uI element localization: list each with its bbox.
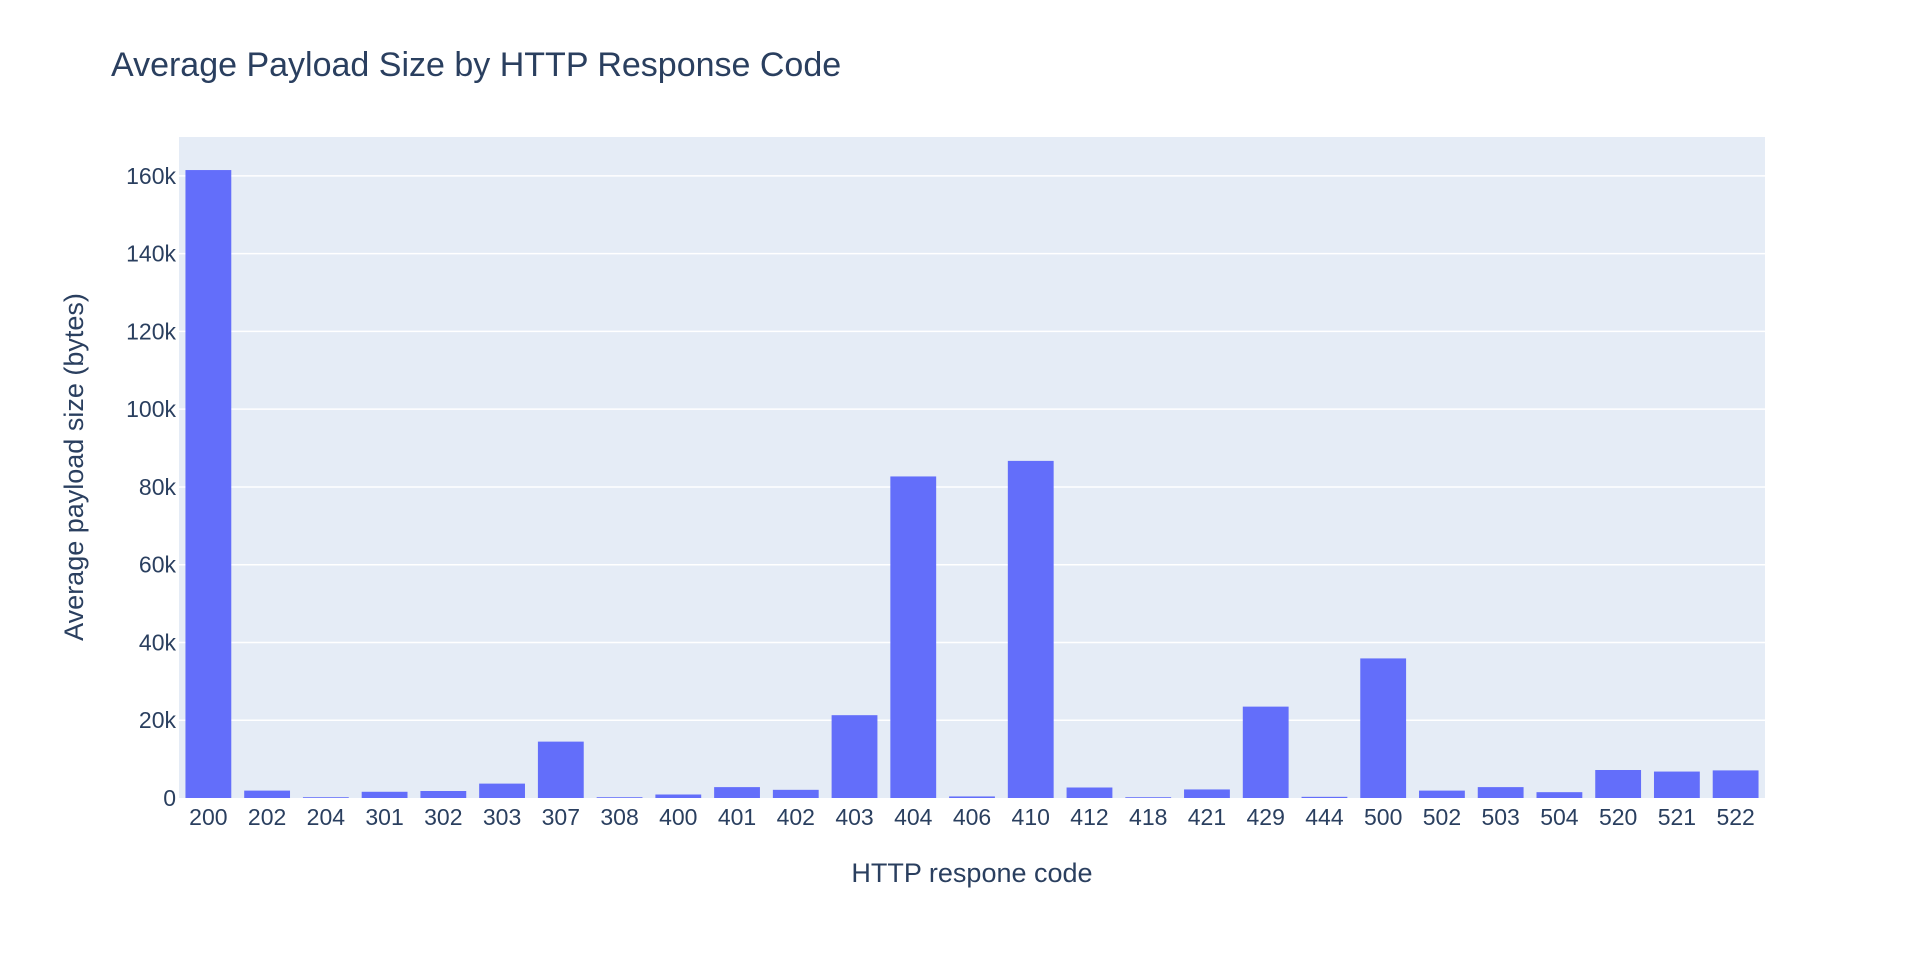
bar-522 bbox=[1712, 770, 1759, 798]
y-tick-label: 0 bbox=[163, 785, 176, 811]
x-tick-label: 418 bbox=[1129, 804, 1167, 830]
y-tick-label: 20k bbox=[139, 707, 177, 733]
bar-412 bbox=[1066, 787, 1113, 798]
bar-400 bbox=[655, 794, 702, 798]
bar-302 bbox=[420, 791, 467, 798]
x-tick-label: 520 bbox=[1599, 804, 1637, 830]
bar-500 bbox=[1360, 658, 1407, 798]
x-tick-label: 500 bbox=[1364, 804, 1402, 830]
bar-307 bbox=[537, 741, 584, 798]
x-tick-label: 406 bbox=[953, 804, 991, 830]
x-tick-label: 202 bbox=[248, 804, 286, 830]
x-tick-label: 504 bbox=[1540, 804, 1579, 830]
bar-401 bbox=[714, 787, 760, 798]
y-tick-label: 160k bbox=[126, 163, 176, 189]
x-tick-label: 200 bbox=[189, 804, 227, 830]
x-tick-label: 502 bbox=[1423, 804, 1461, 830]
x-tick-label: 303 bbox=[483, 804, 521, 830]
bars bbox=[185, 170, 1759, 799]
x-tick-label: 412 bbox=[1070, 804, 1108, 830]
y-tick-label: 60k bbox=[139, 552, 177, 578]
bar-410 bbox=[1007, 460, 1054, 798]
bar-301 bbox=[361, 791, 408, 798]
x-tick-label: 204 bbox=[307, 804, 346, 830]
x-tick-label: 403 bbox=[835, 804, 873, 830]
plot-area bbox=[179, 137, 1765, 798]
bar-404 bbox=[890, 476, 937, 798]
x-tick-label: 400 bbox=[659, 804, 697, 830]
y-tick-label: 120k bbox=[126, 318, 176, 344]
bar-200 bbox=[185, 170, 232, 799]
bar-429 bbox=[1242, 706, 1289, 798]
x-tick-label: 444 bbox=[1305, 804, 1344, 830]
y-tick-label: 140k bbox=[126, 241, 176, 267]
y-tick-label: 40k bbox=[139, 629, 177, 655]
bar-520 bbox=[1595, 770, 1642, 798]
y-tick-label: 100k bbox=[126, 396, 176, 422]
gridlines bbox=[179, 175, 1765, 721]
bar-204 bbox=[302, 797, 349, 798]
y-axis-title: Average payload size (bytes) bbox=[59, 293, 89, 641]
x-axis-title: HTTP respone code bbox=[851, 858, 1092, 888]
x-tick-label: 421 bbox=[1188, 804, 1226, 830]
x-axis-ticks: 200 202 204 301 302 303 307 308 400 401 402 403 404 4… bbox=[189, 804, 1755, 830]
bar-303 bbox=[479, 783, 525, 798]
y-axis-ticks: 0 20k 40k 60k 80k 100k 120k 140k 160k bbox=[126, 163, 176, 811]
x-tick-label: 404 bbox=[894, 804, 933, 830]
bar-202 bbox=[244, 790, 291, 798]
bar-406 bbox=[949, 796, 995, 798]
x-tick-label: 301 bbox=[365, 804, 403, 830]
x-tick-label: 410 bbox=[1012, 804, 1050, 830]
chart-title: Average Payload Size by HTTP Response Co… bbox=[111, 46, 841, 84]
bar-502 bbox=[1419, 790, 1465, 798]
bar-402 bbox=[772, 789, 819, 798]
bar-308 bbox=[596, 797, 643, 798]
bar-503 bbox=[1477, 787, 1524, 798]
x-tick-label: 521 bbox=[1658, 804, 1696, 830]
y-tick-label: 80k bbox=[139, 474, 177, 500]
x-tick-label: 302 bbox=[424, 804, 462, 830]
bar-403 bbox=[831, 715, 878, 798]
x-tick-label: 308 bbox=[600, 804, 638, 830]
bar-504 bbox=[1536, 792, 1583, 798]
x-tick-label: 402 bbox=[777, 804, 815, 830]
bar-521 bbox=[1653, 771, 1700, 798]
x-tick-label: 401 bbox=[718, 804, 756, 830]
x-tick-label: 503 bbox=[1481, 804, 1519, 830]
bar-444 bbox=[1301, 796, 1348, 798]
x-tick-label: 307 bbox=[542, 804, 580, 830]
x-tick-label: 429 bbox=[1247, 804, 1285, 830]
bar-421 bbox=[1184, 789, 1230, 798]
bar-418 bbox=[1125, 797, 1172, 798]
x-tick-label: 522 bbox=[1716, 804, 1754, 830]
